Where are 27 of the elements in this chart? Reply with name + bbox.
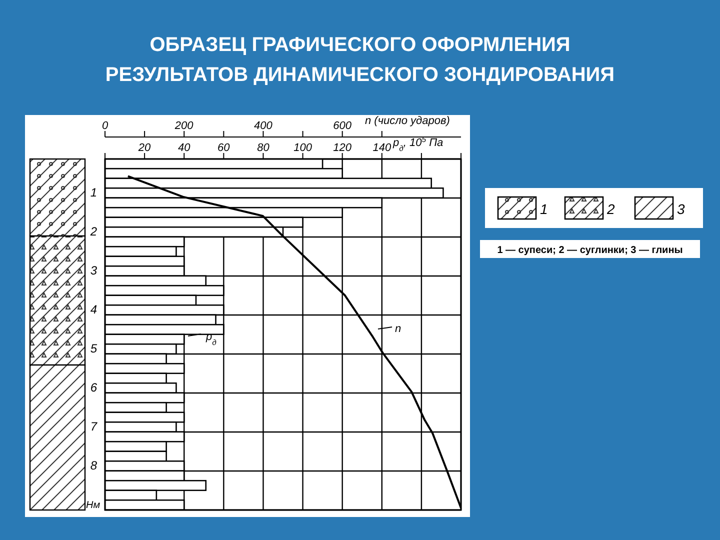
y-tick-label: 7	[90, 419, 98, 434]
x-tick-label: 80	[257, 142, 270, 154]
x-tick-label: 120	[333, 142, 352, 154]
x-tick-label: 20	[137, 142, 152, 154]
annotation: n	[395, 323, 402, 335]
y-tick-label: 1	[90, 185, 97, 200]
x-tick-label: 40	[178, 142, 192, 154]
chart-title: ОБРАЗЕЦ ГРАФИЧЕСКОГО ОФОРМЛЕНИЯ РЕЗУЛЬТАТОВ ДИНАМИЧЕСКОГО ЗОНДИРОВАНИЯ	[104, 33, 616, 88]
y-tick-label: 3	[90, 263, 98, 278]
x-tick-label: 60	[218, 142, 231, 154]
x2-axis-title: n (число ударов)	[365, 115, 450, 127]
x2-tick-label: 600	[333, 120, 352, 132]
x2-tick-label: 0	[102, 120, 109, 132]
y-tick-label: 8	[90, 458, 98, 472]
text: 1	[540, 201, 548, 217]
y-tick-label: 4	[90, 302, 98, 316]
y-tick-label: 6	[90, 380, 98, 394]
x-tick-label: 140	[372, 142, 392, 154]
y-tick-label: 2	[89, 224, 98, 238]
text: 1 — супеси; 2 — суглинки; 3 — глины	[497, 245, 683, 256]
x2-tick-label: 200	[174, 120, 194, 132]
x2-tick-label: 400	[254, 120, 274, 132]
y-axis-title: Нм	[86, 500, 100, 511]
x-tick-label: 100	[294, 142, 313, 154]
y-tick-label: 5	[90, 341, 98, 356]
text: 2	[606, 201, 615, 217]
text: 3	[677, 201, 685, 217]
